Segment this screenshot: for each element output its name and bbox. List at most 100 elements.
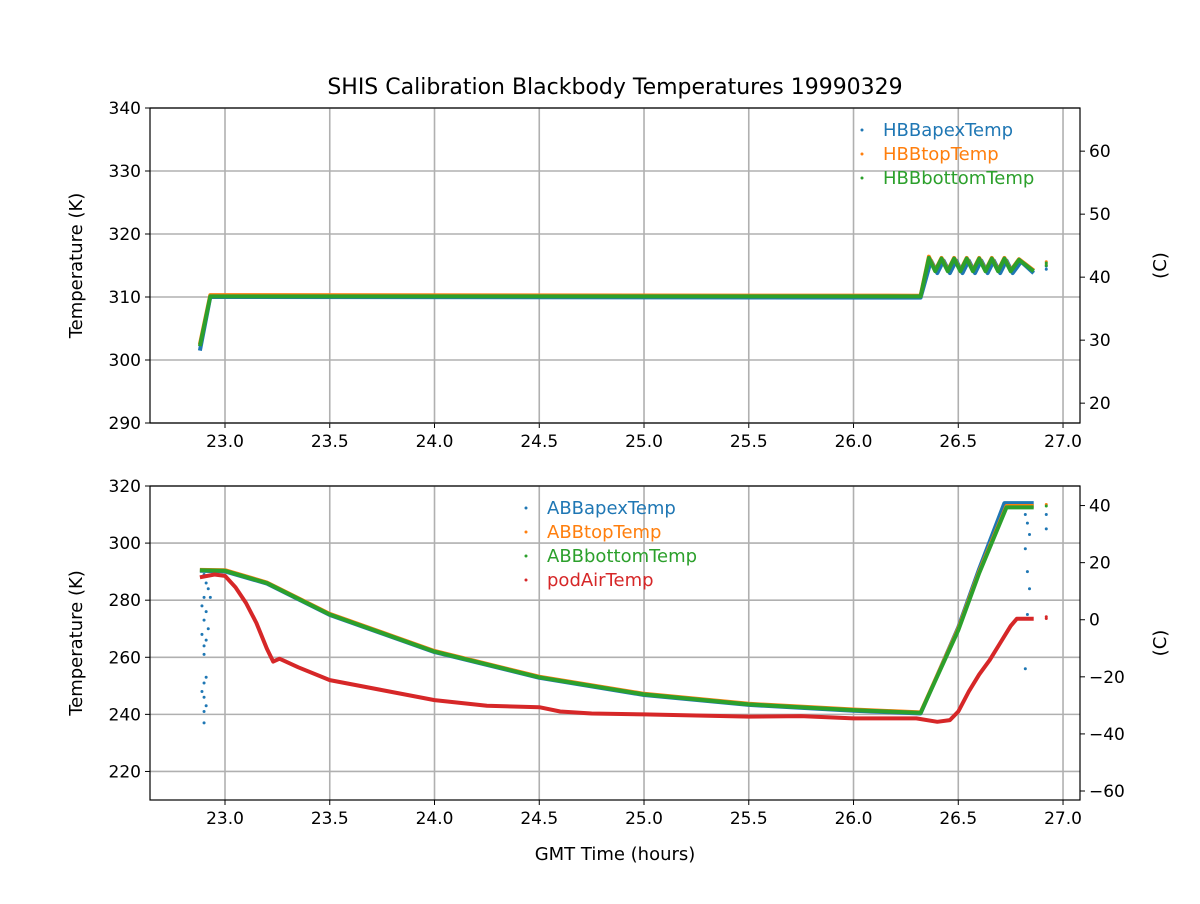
data-point-HBBapexTemp: [1044, 267, 1048, 271]
data-point-ABBapexTemp: [202, 710, 206, 714]
data-point-HBBbottomTemp: [1044, 261, 1048, 265]
y-tick-label: 320: [109, 225, 141, 245]
data-point-ABBapexTemp: [200, 690, 204, 694]
legend-marker: [524, 578, 528, 582]
legend-label: ABBtopTemp: [547, 522, 661, 543]
legend-label: HBBtopTemp: [883, 144, 999, 165]
data-point-ABBapexTemp: [1044, 527, 1048, 531]
y-right-tick-label: 40: [1089, 268, 1111, 288]
data-point-ABBapexTemp: [204, 610, 208, 614]
top-axes: 23.0 23.5 24.0 24.5 25.0 25.5 26.0 26.5 27.0 290 3…: [66, 99, 1171, 452]
x-tick-label: 24.0: [416, 432, 454, 452]
data-point-ABBapexTemp: [1025, 612, 1029, 616]
data-point-ABBapexTemp: [204, 638, 208, 642]
x-tick-label: 24.5: [520, 809, 558, 829]
data-point-ABBapexTemp: [206, 627, 210, 631]
y-right-axis-label: (C): [1150, 630, 1171, 657]
data-point-ABBapexTemp: [202, 595, 206, 599]
legend-marker: [860, 176, 864, 180]
data-point-ABBapexTemp: [1023, 667, 1027, 671]
x-tick-label: 26.0: [835, 432, 873, 452]
data-point-ABBapexTemp: [1023, 513, 1027, 517]
y-right-tick-label: 30: [1089, 331, 1111, 351]
data-point-ABBapexTemp: [202, 721, 206, 725]
y-axis-label: Temperature (K): [66, 570, 87, 717]
legend-marker: [524, 530, 528, 534]
data-point-ABBapexTemp: [1028, 587, 1032, 591]
y-tick-label: 310: [109, 288, 141, 308]
y-right-tick-label: 40: [1089, 497, 1111, 517]
x-tick-label: 23.0: [206, 432, 244, 452]
x-tick-label: 25.5: [730, 809, 768, 829]
series-line-ABBbottomTemp: [199, 505, 1034, 715]
data-point-ABBapexTemp: [200, 604, 204, 608]
y-tick-label: 290: [109, 414, 141, 434]
x-tick-label: 24.5: [520, 432, 558, 452]
axes-frame: [149, 107, 1081, 424]
data-point-ABBapexTemp: [200, 632, 204, 636]
x-tick-label: 25.0: [625, 432, 663, 452]
legend-label: ABBbottomTemp: [547, 546, 697, 567]
legend-marker: [860, 128, 864, 132]
data-point-ABBapexTemp: [202, 644, 206, 648]
y-right-tick-label: −40: [1089, 725, 1125, 745]
y-right-tick-label: −60: [1089, 782, 1125, 802]
data-point-ABBapexTemp: [208, 595, 212, 599]
x-tick-label: 23.5: [311, 809, 349, 829]
x-tick-label: 26.5: [939, 432, 977, 452]
legend-marker: [860, 152, 864, 156]
y-right-tick-label: 0: [1089, 611, 1100, 631]
y-right-tick-label: 50: [1089, 205, 1111, 225]
legend-label: ABBapexTemp: [547, 498, 676, 519]
data-point-podAirTemp: [1044, 615, 1048, 619]
legend-label: HBBbottomTemp: [883, 168, 1034, 189]
y-tick-label: 330: [109, 162, 141, 182]
x-tick-label: 27.0: [1044, 809, 1082, 829]
legend-label: podAirTemp: [547, 570, 654, 591]
data-point-ABBapexTemp: [1028, 533, 1032, 537]
x-tick-label: 26.0: [835, 809, 873, 829]
y-right-tick-label: 20: [1089, 554, 1111, 574]
data-point-ABBapexTemp: [202, 652, 206, 656]
data-point-ABBbottomTemp: [1044, 504, 1048, 508]
x-tick-label: 23.5: [311, 432, 349, 452]
data-point-ABBapexTemp: [1023, 547, 1027, 551]
x-tick-label: 25.5: [730, 432, 768, 452]
y-tick-label: 240: [109, 705, 141, 725]
data-point-ABBapexTemp: [202, 681, 206, 685]
y-tick-label: 220: [109, 762, 141, 782]
data-point-HBBbottomTemp: [1044, 264, 1048, 267]
data-point-ABBapexTemp: [206, 587, 210, 591]
y-right-axis-label: (C): [1150, 252, 1171, 279]
x-tick-label: 25.0: [625, 809, 663, 829]
legend-label: HBBapexTemp: [883, 120, 1013, 141]
data-point-ABBapexTemp: [204, 704, 208, 708]
y-axis-label: Temperature (K): [66, 193, 87, 340]
legend-marker: [524, 554, 528, 558]
data-point-ABBapexTemp: [1025, 521, 1029, 525]
y-tick-label: 300: [109, 534, 141, 554]
axes-frame: [149, 485, 1081, 801]
y-tick-label: 300: [109, 351, 141, 371]
y-right-tick-label: 20: [1089, 394, 1111, 414]
x-tick-label: 23.0: [206, 809, 244, 829]
y-right-tick-label: 60: [1089, 142, 1111, 162]
data-point-ABBapexTemp: [1025, 570, 1029, 574]
series-line-podAirTemp: [199, 572, 1034, 724]
data-point-ABBapexTemp: [204, 675, 208, 679]
data-point-ABBapexTemp: [202, 618, 206, 622]
x-tick-label: 26.5: [939, 809, 977, 829]
data-point-ABBapexTemp: [1044, 513, 1048, 517]
x-tick-label: 24.0: [416, 809, 454, 829]
y-tick-label: 340: [109, 99, 141, 119]
chart-title: SHIS Calibration Blackbody Temperatures …: [327, 75, 902, 100]
data-point-ABBapexTemp: [202, 695, 206, 699]
y-tick-label: 280: [109, 591, 141, 611]
data-point-ABBapexTemp: [204, 581, 208, 585]
y-tick-label: 320: [109, 477, 141, 497]
x-axis-label: GMT Time (hours): [535, 844, 696, 865]
y-right-tick-label: −20: [1089, 668, 1125, 688]
series-line-HBBbottomTemp: [197, 255, 1035, 347]
bottom-axes: 23.0 23.5 24.0 24.5 25.0 25.5 26.0 26.5 27.0 220 2…: [66, 477, 1171, 829]
